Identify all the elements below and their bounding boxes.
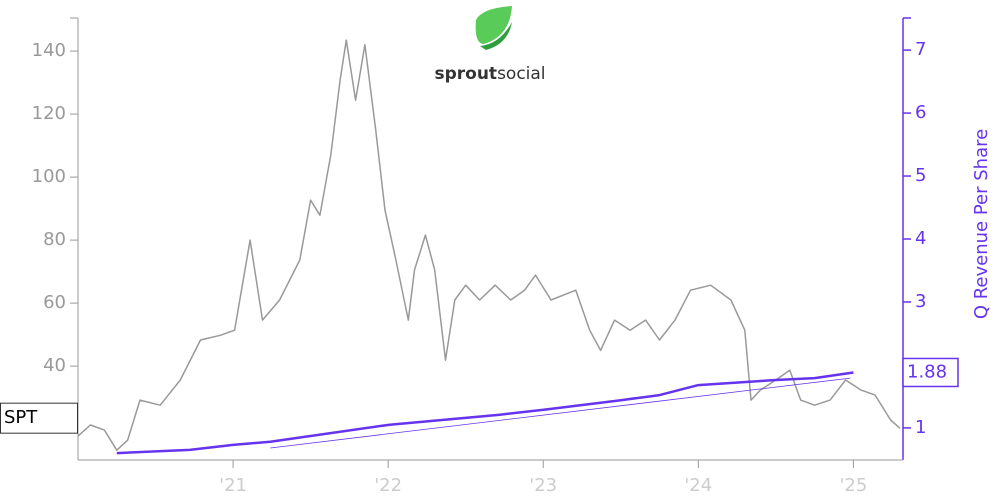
logo-text: sproutsocial [434,64,545,84]
y-tick-label: 80 [43,229,66,250]
logo-bold: sprout [434,64,497,84]
series-name: SPT [4,407,38,428]
y2-tick-label: 7 [915,39,926,60]
y-tick-label: 120 [32,103,66,124]
y-tick-label: 100 [32,166,66,187]
x-tick-label: '23 [529,475,557,496]
y2-tick-label: 5 [915,165,926,186]
logo-regular: social [497,64,545,84]
y2-tick-label: 1 [915,417,926,438]
x-tick-label: '25 [839,475,867,496]
series-line [270,377,851,449]
y-tick-label: 140 [32,40,66,61]
logo: sproutsocial [434,6,546,84]
x-tick-label: '21 [219,475,247,496]
x-tick-label: '24 [684,475,712,496]
logo-leaf [480,22,512,50]
y2-tick-label: 4 [915,228,926,249]
y-tick-label: 40 [43,355,66,376]
y2-tick-label: 3 [915,291,926,312]
series-name-box [0,402,78,434]
value-label: 1.88 [907,361,947,382]
value-label-box [902,357,959,388]
y2-tick-label: 6 [915,102,926,123]
logo-leaf [475,6,512,44]
y-tick-label: 60 [43,292,66,313]
y2-axis-label: Q Revenue Per Share [971,129,992,319]
series-line [116,371,854,455]
x-tick-label: '22 [374,475,402,496]
series-line [77,39,901,451]
